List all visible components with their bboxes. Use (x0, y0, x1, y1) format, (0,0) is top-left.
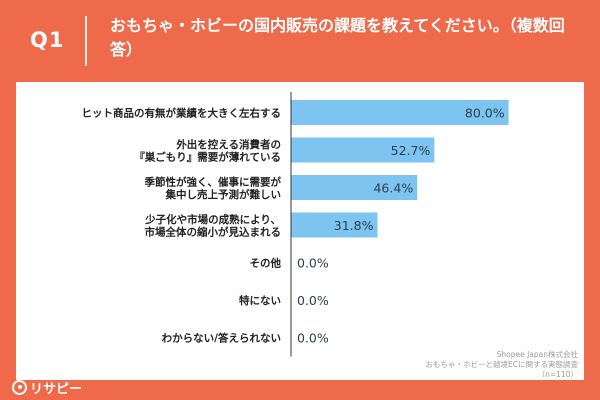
category-label-line: 少子化や市場の成熟により、 (144, 213, 281, 226)
category-label-line: 特にない (239, 294, 281, 307)
category-label: 少子化や市場の成熟により、市場全体の縮小が見込まれる (144, 213, 281, 239)
bar (291, 137, 435, 163)
value-label: 0.0% (297, 256, 329, 271)
category-label: 特にない (239, 294, 281, 307)
category-label-line: 市場全体の縮小が見込まれる (145, 225, 282, 238)
category-label: その他 (250, 257, 282, 270)
source-survey: おもちゃ・ホビーと越境ECに関する実態調査 (425, 360, 578, 369)
source-company: Shopee Japan株式会社 (496, 350, 578, 359)
value-label: 46.4% (373, 181, 413, 196)
value-label: 0.0% (297, 293, 329, 308)
header: Q1 おもちゃ・ホビーの国内販売の課題を教えてください。（複数回答） (0, 0, 600, 78)
category-label-line: 集中し売上予測が難しい (165, 188, 282, 201)
category-label-line: わからない/答えられない (162, 332, 281, 345)
value-label: 52.7% (391, 143, 431, 158)
question-number: Q1 (30, 28, 65, 52)
category-label: わからない/答えられない (162, 332, 281, 345)
category-label: ヒット商品の有無が業績を大きく左右する (82, 107, 282, 120)
brand-logo: リサピー (12, 378, 83, 397)
value-label: 31.8% (334, 218, 374, 233)
risapy-logo-icon (12, 379, 27, 395)
category-label-line: ヒット商品の有無が業績を大きく左右する (82, 107, 282, 120)
bar-chart: ヒット商品の有無が業績を大きく左右する 80.0% 外出を控える消費者の『巣ごもり』… (82, 92, 509, 357)
category-label: 外出を控える消費者の『巣ごもり』需要が薄れている (134, 138, 281, 164)
value-label: 80.0% (465, 106, 505, 121)
category-label-line: 『巣ごもり』需要が薄れている (134, 150, 281, 163)
source-note: Shopee Japan株式会社 おもちゃ・ホビーと越境ECに関する実態調査 （… (426, 350, 578, 380)
source-sample-size: （n=110） (537, 370, 578, 379)
bar (291, 212, 378, 238)
value-label: 0.0% (297, 331, 329, 346)
bar (291, 100, 509, 125)
category-label-line: 季節性が強く、催事に需要が (144, 175, 282, 188)
category-label: 季節性が強く、催事に需要が集中し売上予測が難しい (144, 175, 282, 201)
question-text: おもちゃ・ホビーの国内販売の課題を教えてください。（複数回答） (110, 16, 565, 59)
chart-panel: ヒット商品の有無が業績を大きく左右する 80.0% 外出を控える消費者の『巣ごもり』… (16, 82, 584, 380)
logo-text: リサピー (30, 381, 83, 397)
header-divider (85, 16, 87, 66)
category-label-line: その他 (250, 257, 282, 270)
bar (291, 175, 418, 200)
category-label-line: 外出を控える消費者の (175, 138, 281, 151)
